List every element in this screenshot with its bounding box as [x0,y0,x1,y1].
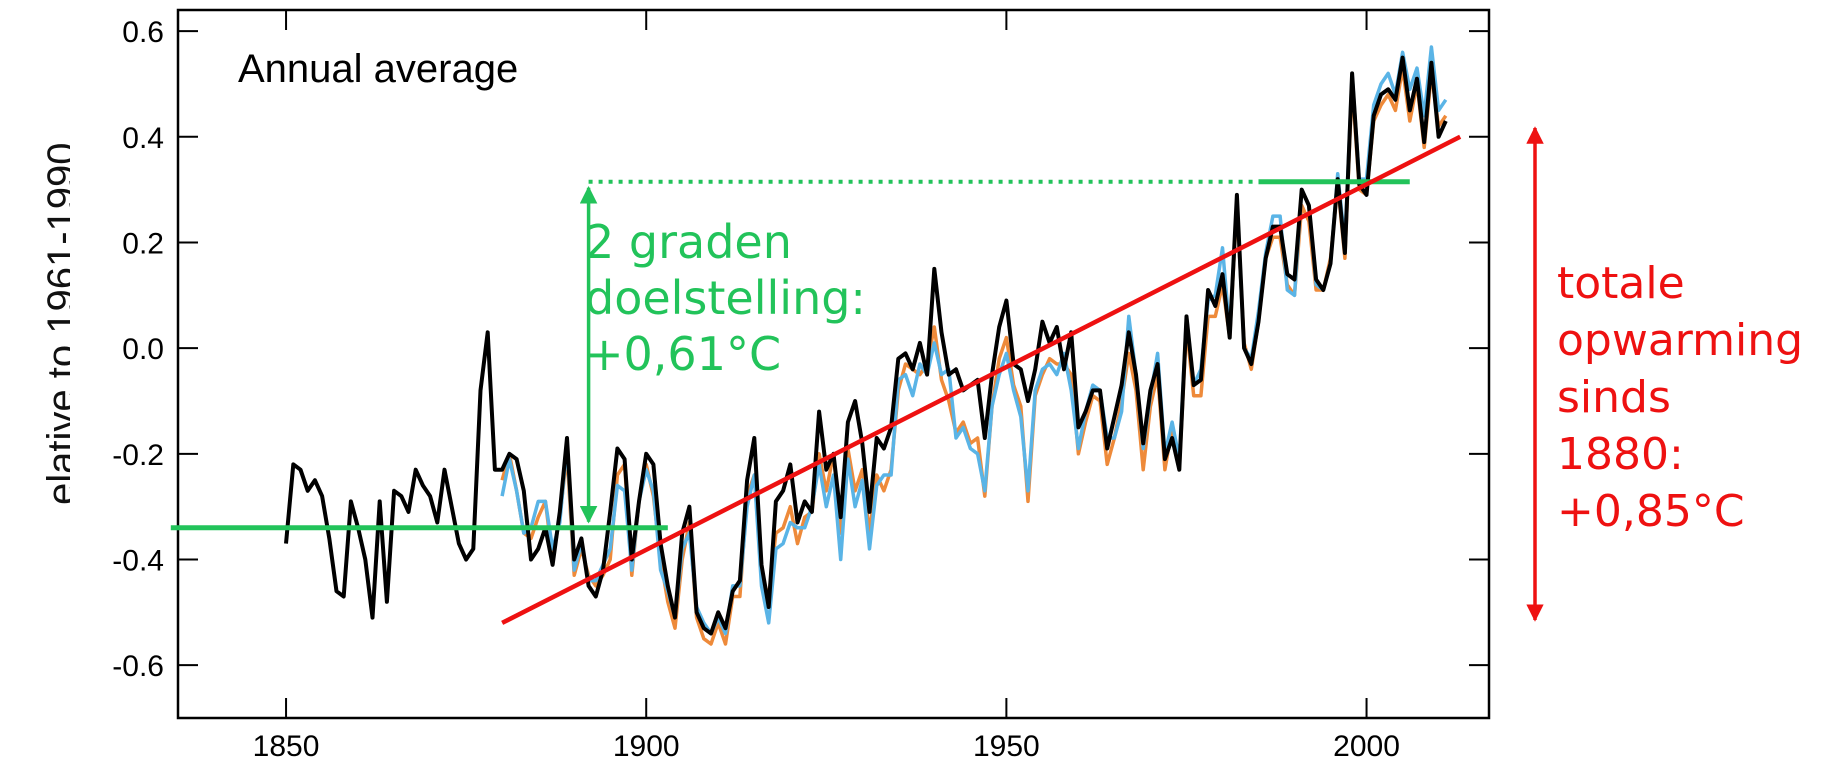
x-tick-label: 1900 [613,730,680,758]
target-label-line: doelstelling: [585,271,866,325]
target-label-line: 2 graden [585,215,792,269]
y-tick-label: -0.2 [112,439,164,472]
warming-label-line: +0,85°C [1557,486,1745,537]
series-line-1 [284,55,1448,636]
plot-frame [176,8,1491,720]
x-tick-label: 2000 [1333,730,1400,758]
y-tick-label: 0.0 [122,333,164,366]
y-tick-label: -0.4 [112,544,164,577]
target-label-line: +0,61°C [585,327,781,381]
y-tick-label: 0.4 [122,122,164,155]
warming-label-line: opwarming [1557,315,1803,366]
x-tick-label: 1950 [973,730,1040,758]
y-tick-label: -0.6 [112,650,164,683]
warming-label-line: totale [1557,258,1685,309]
chart-title: Annual average [238,47,518,91]
x-tick-label: 1850 [253,730,320,758]
warming-label-line: 1880: [1557,429,1684,480]
series-line-3 [500,45,1448,636]
trend-line [501,134,1462,625]
warming-label-line: sinds [1557,372,1671,423]
y-tick-label: 0.6 [122,16,164,49]
y-tick-label: 0.2 [122,227,164,260]
